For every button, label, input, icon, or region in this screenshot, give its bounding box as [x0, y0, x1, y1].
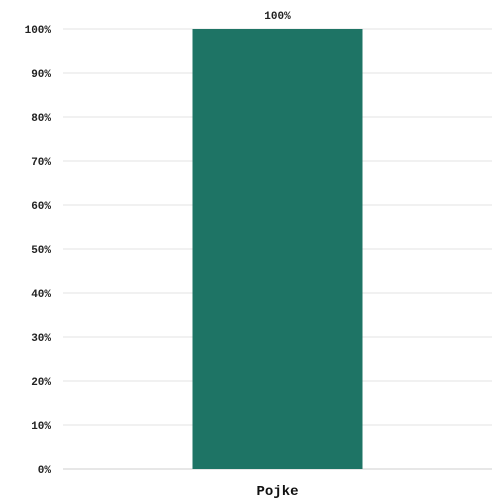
y-tick-label: 50% [31, 245, 51, 257]
y-tick-label: 80% [31, 113, 51, 125]
bars [192, 29, 363, 469]
y-tick-label: 90% [31, 69, 51, 81]
y-tick-label: 70% [31, 157, 51, 169]
y-tick-label: 0% [38, 465, 52, 477]
y-tick-label: 100% [25, 25, 52, 37]
y-tick-label: 10% [31, 421, 51, 433]
x-category-label: Pojke [256, 484, 298, 500]
bar-data-label: 100% [264, 11, 291, 23]
bar [192, 29, 363, 469]
y-axis-tick-labels: 0% 10% 20% 30% 40% 50% 60% 70% 80% 90% 100% [25, 25, 52, 477]
data-labels: 100% [264, 11, 291, 23]
y-tick-label: 60% [31, 201, 51, 213]
x-axis-category-labels: Pojke [256, 484, 298, 500]
y-tick-label: 40% [31, 289, 51, 301]
y-tick-label: 30% [31, 333, 51, 345]
y-tick-label: 20% [31, 377, 51, 389]
